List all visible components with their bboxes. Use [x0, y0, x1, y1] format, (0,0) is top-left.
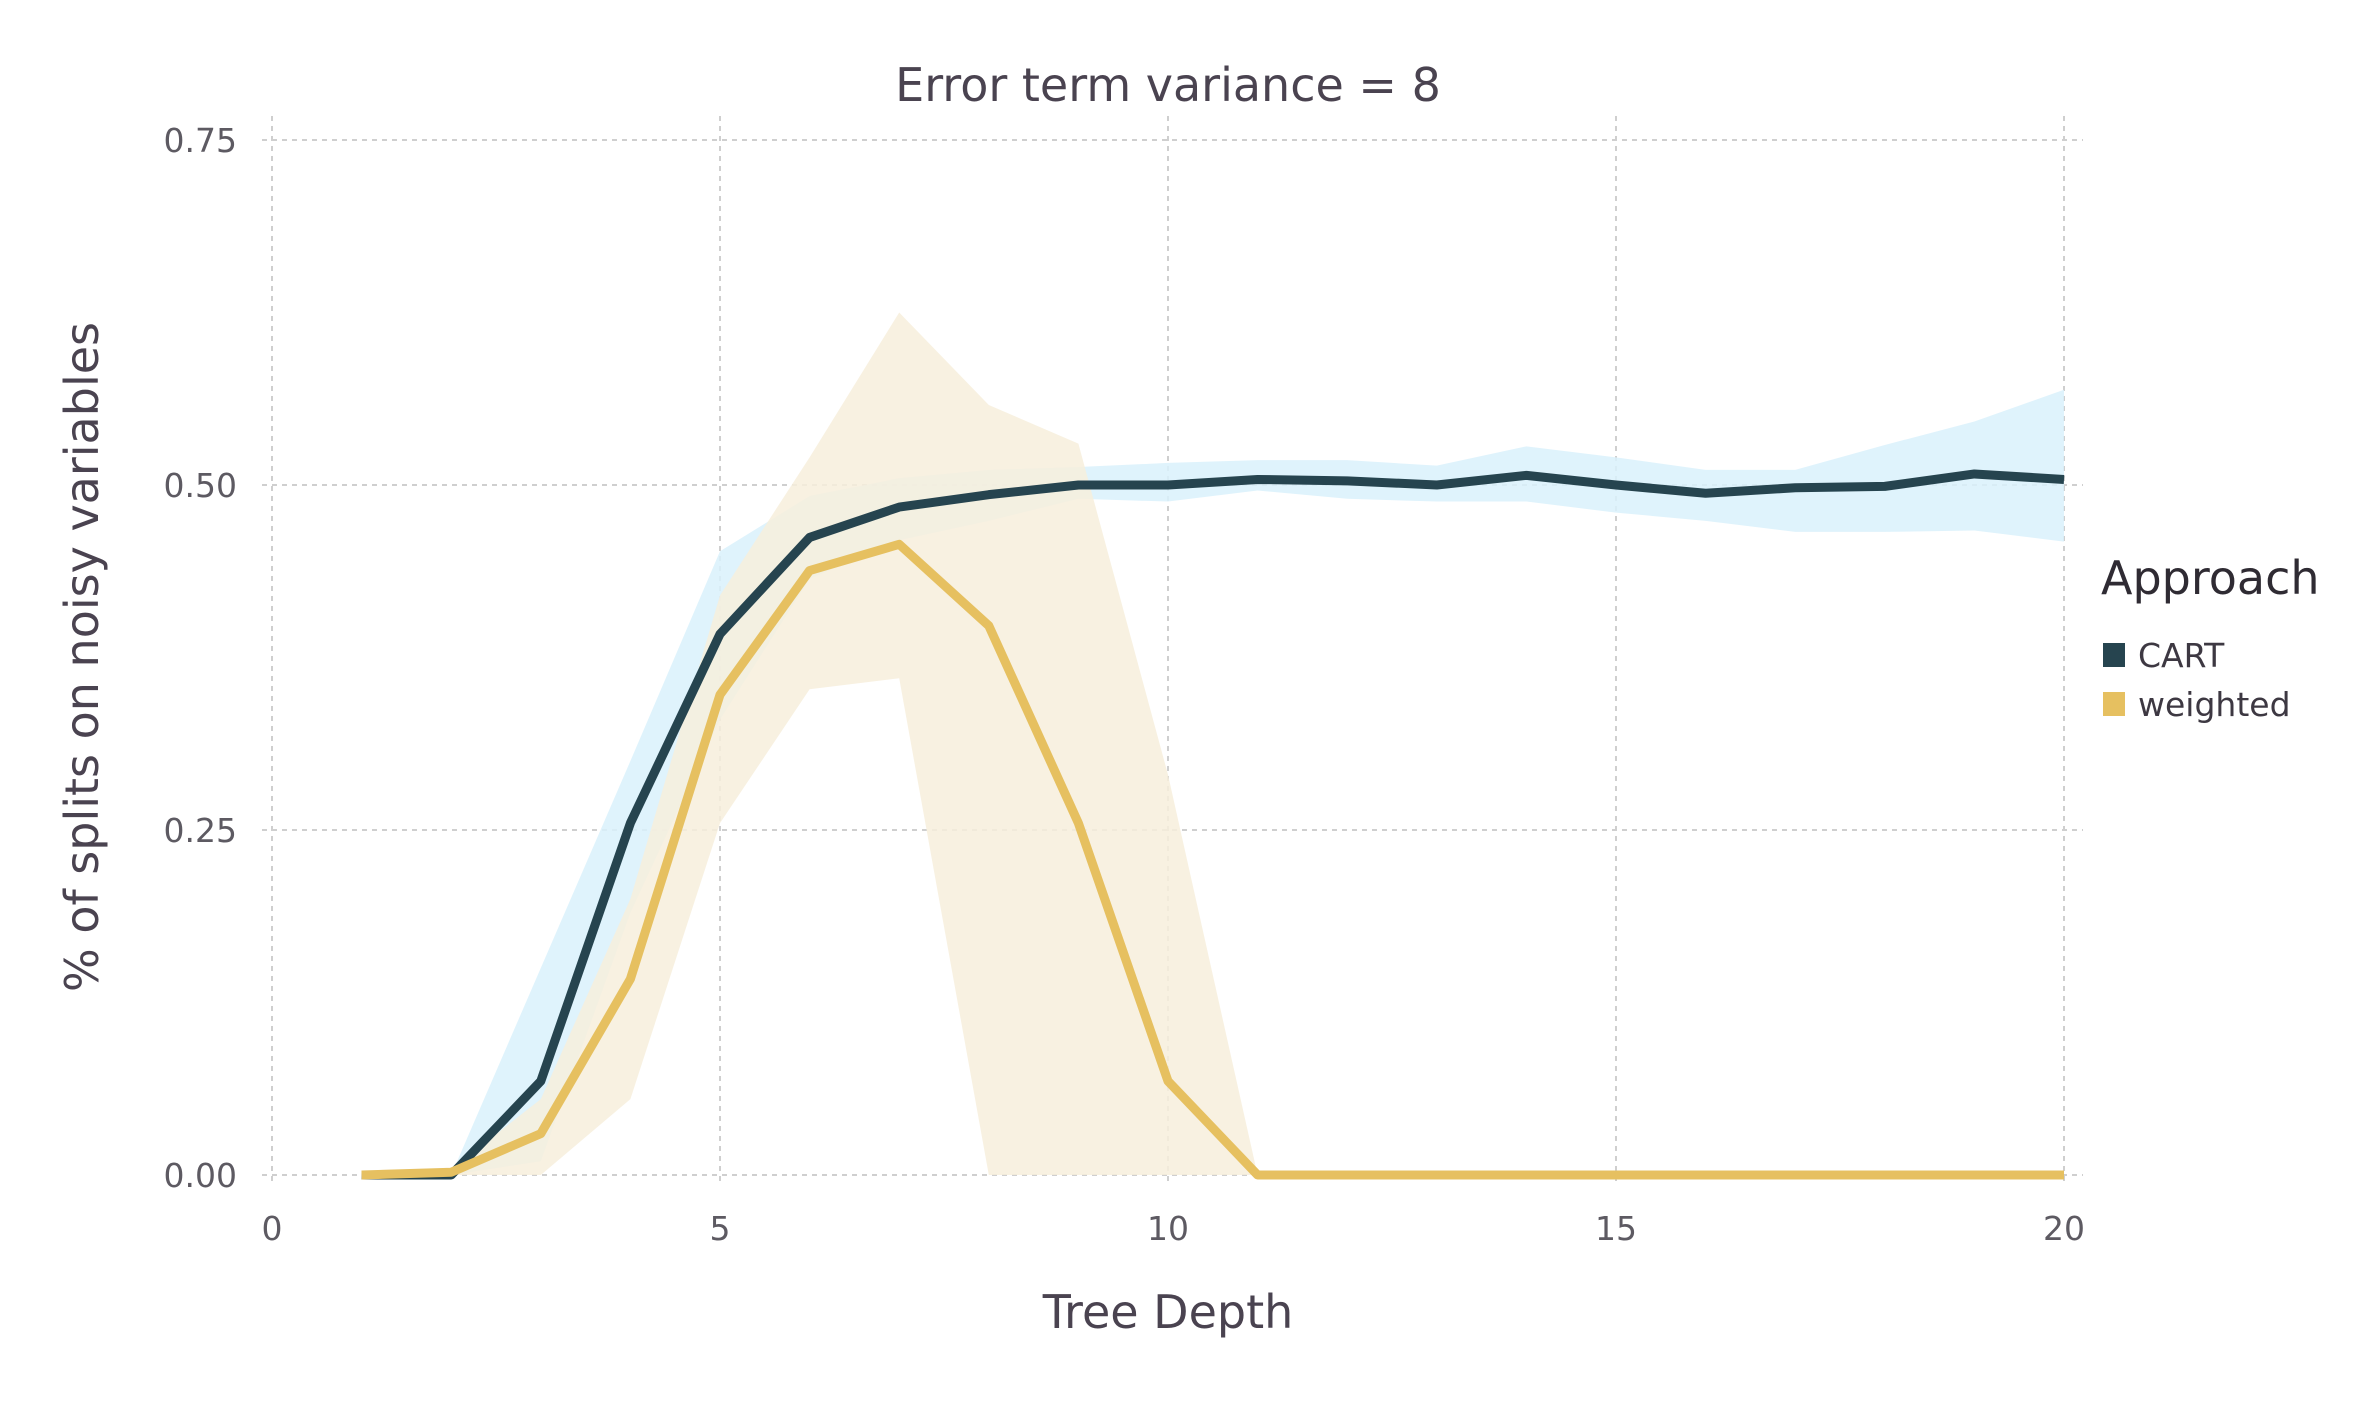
chart-title: Error term variance = 8 [895, 58, 1441, 112]
legend-swatch-cart [2103, 643, 2125, 667]
series-lines [361, 469, 2065, 1180]
y-tick-label: 0.00 [164, 1156, 237, 1195]
legend-title: Approach [2101, 551, 2320, 605]
band-weighted [361, 312, 2065, 1175]
line-weighted [361, 539, 2064, 1180]
x-axis-title: Tree Depth [1042, 1285, 1294, 1339]
line-cart [361, 469, 2065, 1180]
legend-label-cart: CART [2138, 636, 2225, 675]
x-tick-label: 10 [1147, 1209, 1189, 1248]
confidence-bands [361, 312, 2065, 1175]
legend-label-weighted: weighted [2138, 685, 2291, 724]
x-tick-label: 15 [1595, 1209, 1637, 1248]
y-tick-label: 0.75 [164, 121, 237, 160]
legend: Approach CART weighted [2101, 551, 2320, 724]
legend-items: CART weighted [2103, 636, 2291, 724]
y-axis-title: % of splits on noisy variables [55, 322, 109, 992]
y-tick-label: 0.50 [164, 466, 237, 505]
x-tick-label: 5 [710, 1209, 731, 1248]
tick-labels: 0 5 10 15 20 0.00 0.25 0.50 0.75 [164, 121, 2085, 1248]
x-tick-label: 20 [2043, 1209, 2085, 1248]
legend-swatch-weighted [2103, 692, 2125, 716]
y-tick-label: 0.25 [164, 811, 237, 850]
x-tick-label: 0 [262, 1209, 283, 1248]
